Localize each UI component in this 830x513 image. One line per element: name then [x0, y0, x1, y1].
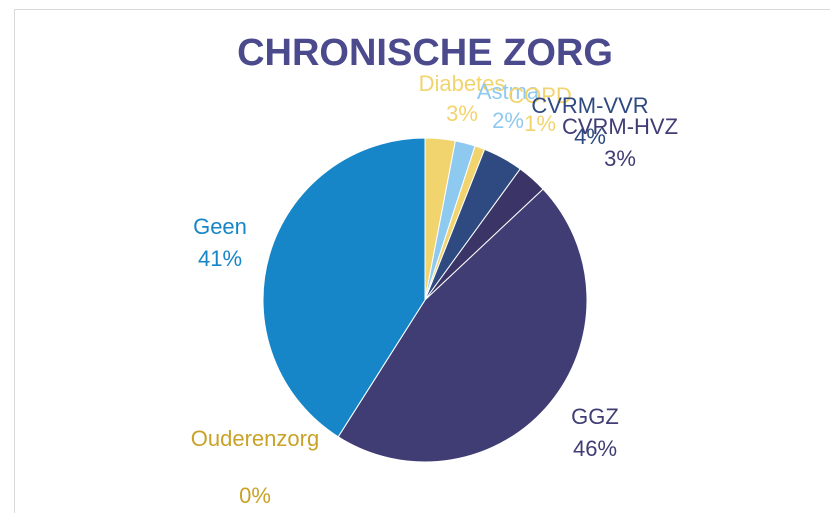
slice-value: 2%: [492, 108, 524, 133]
slice-value: 0%: [239, 483, 271, 508]
slice-value: 46%: [573, 436, 617, 461]
slice-name: Astma: [477, 79, 540, 104]
slice-value: 1%: [524, 111, 556, 136]
pie-slice: [337, 188, 588, 463]
slice-value: 3%: [446, 101, 478, 126]
chart-title: CHRONISCHE ZORG: [237, 32, 613, 74]
slice-name: GGZ: [571, 404, 619, 429]
slice-name: CVRM-VVR: [531, 93, 648, 118]
pie-slice: [262, 137, 426, 438]
slice-value: 3%: [604, 146, 636, 171]
slice-value: 4%: [574, 124, 606, 149]
slice-name: COPD: [508, 83, 572, 108]
slice-name: Ouderenzorg: [191, 426, 319, 451]
slice-name: CVRM-HVZ: [562, 114, 678, 139]
slice-name: Diabetes: [419, 71, 506, 96]
slice-name: Geen: [193, 214, 247, 239]
slice-value: 41%: [198, 246, 242, 271]
